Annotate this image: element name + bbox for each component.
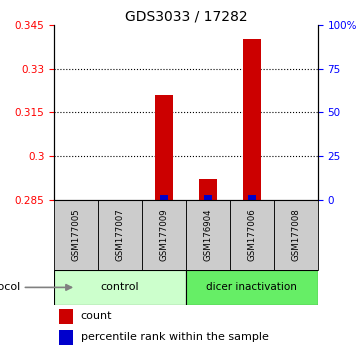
Bar bbox=[142, 200, 186, 270]
Text: GSM177007: GSM177007 bbox=[116, 209, 125, 261]
Text: count: count bbox=[81, 311, 112, 321]
Bar bbox=[98, 200, 142, 270]
Bar bbox=[248, 195, 256, 200]
Title: GDS3033 / 17282: GDS3033 / 17282 bbox=[125, 10, 247, 24]
Text: GSM177005: GSM177005 bbox=[71, 209, 81, 261]
Text: GSM177008: GSM177008 bbox=[291, 209, 300, 261]
Bar bbox=[186, 200, 230, 270]
Text: GSM177006: GSM177006 bbox=[247, 209, 256, 261]
Bar bbox=[160, 195, 168, 200]
Bar bbox=[54, 270, 186, 305]
Text: protocol: protocol bbox=[0, 282, 20, 292]
Bar bbox=[274, 200, 318, 270]
Bar bbox=[60, 309, 73, 324]
Bar bbox=[60, 330, 73, 345]
Text: GSM176904: GSM176904 bbox=[203, 209, 212, 261]
Text: percentile rank within the sample: percentile rank within the sample bbox=[81, 332, 268, 342]
Bar bbox=[243, 39, 261, 200]
Text: control: control bbox=[101, 282, 139, 292]
Text: GSM177009: GSM177009 bbox=[160, 209, 169, 261]
Bar bbox=[230, 200, 274, 270]
Bar bbox=[54, 200, 98, 270]
Bar bbox=[199, 179, 217, 200]
Bar bbox=[155, 95, 173, 200]
Bar bbox=[186, 270, 318, 305]
Text: dicer inactivation: dicer inactivation bbox=[206, 282, 297, 292]
Bar bbox=[204, 195, 212, 200]
